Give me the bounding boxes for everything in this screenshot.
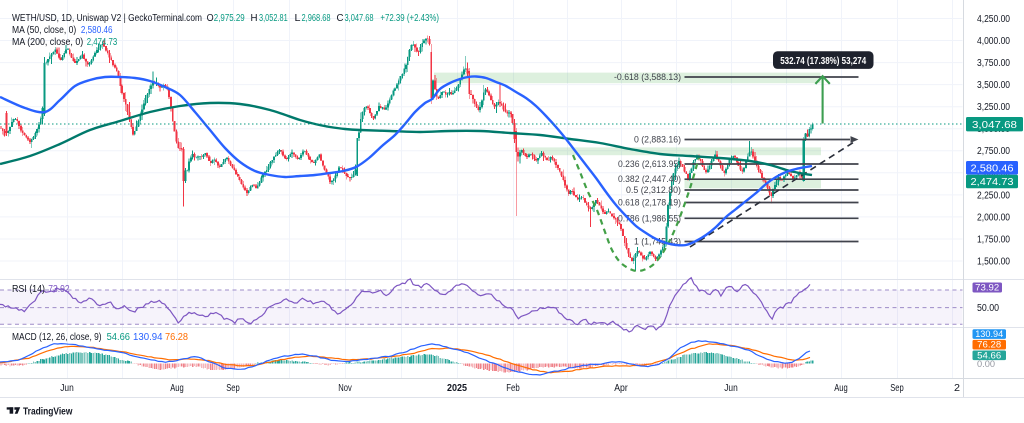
svg-text:O: O — [207, 13, 214, 24]
svg-text:3,047.68: 3,047.68 — [972, 120, 1017, 131]
svg-text:Aug: Aug — [170, 383, 184, 394]
svg-text:H: H — [251, 13, 258, 24]
svg-text:0.382 (2,447.40): 0.382 (2,447.40) — [618, 174, 681, 184]
svg-text:RSI (14): RSI (14) — [12, 284, 45, 295]
svg-text:1,500.00: 1,500.00 — [977, 256, 1011, 267]
svg-text:-0.618 (3,588.13): -0.618 (3,588.13) — [614, 72, 681, 82]
svg-text:2,968.68: 2,968.68 — [302, 13, 331, 24]
svg-text:+72.39 (+2.43%): +72.39 (+2.43%) — [380, 13, 439, 24]
svg-text:3,052.81: 3,052.81 — [259, 13, 288, 24]
svg-text:130.94: 130.94 — [975, 329, 1003, 339]
svg-text:Feb: Feb — [506, 383, 520, 394]
svg-text:3,500.00: 3,500.00 — [977, 80, 1011, 91]
svg-text:0.786 (1,986.55): 0.786 (1,986.55) — [618, 213, 681, 223]
svg-text:2,474.73: 2,474.73 — [971, 177, 1014, 188]
svg-text:76.28: 76.28 — [165, 332, 188, 343]
svg-text:TradingView: TradingView — [23, 406, 72, 417]
svg-text:54.66: 54.66 — [107, 332, 130, 343]
svg-text:Sep: Sep — [226, 383, 240, 394]
svg-text:2,000.00: 2,000.00 — [977, 212, 1011, 223]
svg-text:0.236 (2,613.95): 0.236 (2,613.95) — [618, 159, 681, 169]
svg-text:Jun: Jun — [724, 383, 738, 394]
svg-text:Aug: Aug — [834, 383, 848, 394]
svg-text:50.00: 50.00 — [977, 303, 1000, 314]
svg-text:C: C — [337, 13, 344, 24]
svg-text:0 (2,883.16): 0 (2,883.16) — [634, 135, 681, 145]
svg-text:54.66: 54.66 — [977, 350, 1001, 360]
svg-text:0.618 (2,178.19): 0.618 (2,178.19) — [618, 198, 681, 208]
svg-text:1 (1,745.43): 1 (1,745.43) — [634, 237, 681, 247]
svg-text:3,750.00: 3,750.00 — [977, 58, 1011, 69]
svg-text:3,047.68: 3,047.68 — [345, 13, 374, 24]
svg-text:2,250.00: 2,250.00 — [977, 190, 1011, 201]
svg-text:76.28: 76.28 — [977, 340, 1001, 350]
svg-text:532.74 (17.38%) 53,274: 532.74 (17.38%) 53,274 — [780, 56, 866, 67]
svg-text:3,250.00: 3,250.00 — [977, 102, 1011, 113]
svg-text:73.92: 73.92 — [975, 283, 999, 293]
svg-text:2025: 2025 — [447, 383, 468, 394]
svg-text:Sep: Sep — [890, 383, 904, 394]
svg-text:Jun: Jun — [60, 383, 74, 394]
svg-text:4,000.00: 4,000.00 — [977, 36, 1011, 47]
svg-text:73.92: 73.92 — [48, 284, 69, 295]
svg-text:L: L — [295, 13, 301, 24]
svg-text:WETH/USD, 1D, Uniswap V2 | Gec: WETH/USD, 1D, Uniswap V2 | GeckoTerminal… — [12, 13, 202, 24]
svg-text:2,580.46: 2,580.46 — [971, 163, 1014, 174]
svg-text:2,580.46: 2,580.46 — [81, 25, 113, 36]
svg-text:1,750.00: 1,750.00 — [977, 234, 1011, 245]
svg-text:2,975.29: 2,975.29 — [214, 13, 245, 24]
svg-text:2,750.00: 2,750.00 — [977, 146, 1011, 157]
svg-text:130.94: 130.94 — [133, 332, 163, 343]
svg-text:2,474.73: 2,474.73 — [87, 37, 118, 48]
svg-text:4,250.00: 4,250.00 — [977, 14, 1011, 25]
svg-text:0.5 (2,312.80): 0.5 (2,312.80) — [626, 185, 681, 195]
svg-text:0.00: 0.00 — [977, 359, 995, 369]
svg-text:MACD (12, 26, close, 9): MACD (12, 26, close, 9) — [12, 332, 102, 343]
svg-text:MA (50, close, 0): MA (50, close, 0) — [12, 25, 76, 36]
svg-text:2: 2 — [954, 383, 960, 394]
svg-text:MA (200, close, 0): MA (200, close, 0) — [12, 37, 83, 48]
svg-text:Nov: Nov — [338, 383, 352, 394]
svg-text:Apr: Apr — [614, 383, 628, 394]
